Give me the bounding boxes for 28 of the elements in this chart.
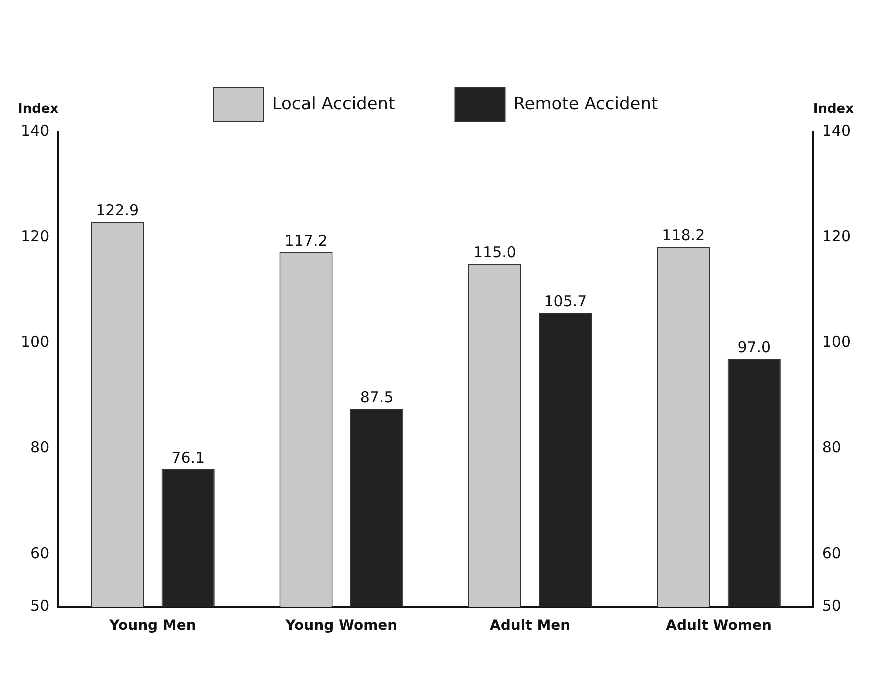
data-label: 97.0 <box>738 338 772 356</box>
y2-tick-label: 50 <box>822 597 842 616</box>
x-tick-label: Adult Women <box>666 618 772 634</box>
y-axis-title: Index <box>18 102 60 117</box>
y2-tick-label: 100 <box>822 333 852 352</box>
y2-tick-label: 80 <box>822 438 842 457</box>
legend-label: Remote Accident <box>514 94 658 114</box>
y-tick-label: 140 <box>20 122 50 140</box>
data-label: 105.7 <box>544 292 588 310</box>
x-tick-label: Adult Men <box>490 618 571 634</box>
y-tick-label: 120 <box>20 227 50 246</box>
data-label: 122.9 <box>96 202 140 220</box>
data-label: 117.2 <box>284 232 328 250</box>
data-label: 118.2 <box>662 226 706 244</box>
data-label: 87.5 <box>360 388 394 407</box>
x-tick-label: Young Women <box>284 618 398 634</box>
y-tick-label: 80 <box>30 438 50 457</box>
y2-tick-label: 60 <box>822 544 842 562</box>
y-tick-label: 50 <box>30 597 50 616</box>
data-label: 115.0 <box>473 243 516 262</box>
y2-tick-label: 140 <box>822 122 852 140</box>
y2-axis-title: Index <box>813 102 855 117</box>
data-label: 76.1 <box>172 448 206 467</box>
legend-label: Local Accident <box>272 94 396 114</box>
y2-tick-label: 120 <box>822 227 852 246</box>
x-tick-label: Young Men <box>108 618 196 634</box>
y-tick-label: 60 <box>30 544 50 562</box>
y-tick-label: 100 <box>20 333 50 352</box>
